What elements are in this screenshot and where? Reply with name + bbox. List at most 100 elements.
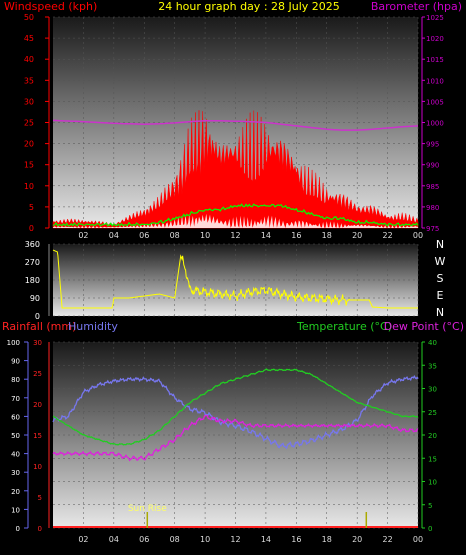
rain-tick-label: 15: [33, 432, 42, 440]
baro-tick-label: 980: [426, 204, 439, 212]
time-tick-label: 08: [170, 535, 180, 544]
temperature-tick-label: 40: [428, 339, 437, 347]
direction-tick-label: 180: [25, 276, 40, 285]
dewpoint-line: [52, 414, 419, 462]
time-tick-label: 16: [291, 535, 301, 544]
direction-tick-label: 270: [25, 258, 40, 267]
direction-tick-label: 0: [35, 312, 40, 321]
wind-tick-label: 45: [24, 34, 34, 43]
rain-tick-label: 30: [33, 339, 42, 347]
temperature-tick-label: 30: [428, 386, 437, 394]
humidity-tick-label: 90: [11, 358, 20, 366]
graph-title: 24 hour graph day : 28 July 2025: [158, 0, 340, 13]
time-tick-label: 06: [139, 535, 149, 544]
humidity-tick-label: 80: [11, 376, 20, 384]
time-tick-label: 12: [230, 231, 240, 240]
time-tick-label: 10: [200, 231, 210, 240]
time-tick-label: 02: [78, 231, 88, 240]
temperature-tick-label: 10: [428, 479, 437, 487]
wind-tick-label: 15: [24, 161, 34, 170]
wind-tick-label: 40: [24, 55, 34, 64]
direction-tick-label: 90: [30, 294, 40, 303]
wind-tick-label: 30: [24, 97, 34, 106]
compass-label: N: [436, 306, 444, 319]
time-tick-label: 18: [322, 535, 332, 544]
time-tick-label: 10: [200, 535, 210, 544]
temperature-tick-label: 5: [428, 502, 432, 510]
time-tick-label: 08: [170, 231, 180, 240]
baro-tick-label: 1015: [426, 56, 444, 64]
time-tick-label: 14: [261, 231, 271, 240]
rainfall-legend: Rainfall (mm): [2, 320, 76, 333]
humidity-tick-label: 50: [11, 432, 20, 440]
humidity-legend: Humidity: [68, 320, 118, 333]
humidity-tick-label: 40: [11, 451, 20, 459]
baro-tick-label: 995: [426, 141, 439, 149]
wind-tick-label: 5: [29, 203, 34, 212]
compass-label: S: [437, 272, 444, 285]
time-tick-label: 22: [382, 535, 392, 544]
time-tick-label: 22: [382, 231, 392, 240]
time-tick-label: 12: [230, 535, 240, 544]
time-tick-label: 00: [413, 231, 423, 240]
humidity-tick-label: 30: [11, 469, 20, 477]
rain-tick-label: 0: [38, 525, 42, 533]
compass-label: W: [435, 255, 446, 268]
baro-tick-label: 1000: [426, 120, 444, 128]
wind-tick-label: 20: [24, 140, 34, 149]
time-tick-label: 04: [109, 231, 119, 240]
compass-label: E: [437, 289, 444, 302]
temperature-tick-label: 25: [428, 409, 437, 417]
sunrise-annotation: Sun Rise: [128, 504, 167, 514]
time-tick-label: 06: [139, 231, 149, 240]
baro-tick-label: 990: [426, 162, 439, 170]
windspeed-axis-title: Windspeed (kph): [4, 0, 97, 13]
wind-average-line: [52, 203, 419, 227]
wind-direction-line: [52, 249, 418, 309]
dewpoint-legend: Dew Point (°C): [384, 320, 464, 333]
temperature-tick-label: 15: [428, 455, 437, 463]
temperature-legend: Temperature (°C): [296, 320, 392, 333]
direction-tick-label: 360: [25, 240, 40, 249]
time-tick-label: 00: [413, 535, 423, 544]
rain-tick-label: 20: [33, 401, 42, 409]
humidity-tick-label: 20: [11, 488, 20, 496]
humidity-tick-label: 10: [11, 506, 20, 514]
baro-tick-label: 1020: [426, 35, 444, 43]
baro-tick-label: 1025: [426, 14, 444, 22]
barometer-axis-title: Barometer (hpa): [371, 0, 462, 13]
rain-tick-label: 25: [33, 370, 42, 378]
wind-tick-label: 35: [24, 76, 34, 85]
time-tick-label: 14: [261, 535, 271, 544]
time-tick-label: 04: [109, 535, 119, 544]
humidity-tick-label: 100: [7, 339, 20, 347]
time-tick-label: 02: [78, 535, 88, 544]
barometer-line: [52, 119, 419, 131]
compass-label: N: [436, 238, 444, 251]
humidity-tick-label: 60: [11, 413, 20, 421]
baro-tick-label: 1005: [426, 98, 444, 106]
wind-tick-label: 0: [29, 224, 34, 233]
temperature-line: [52, 368, 419, 446]
time-tick-label: 20: [352, 535, 362, 544]
temperature-tick-label: 35: [428, 362, 437, 370]
rain-tick-label: 5: [38, 494, 42, 502]
temperature-panel: 0 10 20 30 40 50 60 70 80 90 100 0 5 10 15 20 25 30 0 5 10…: [7, 339, 437, 544]
temperature-tick-label: 0: [428, 525, 432, 533]
baro-tick-label: 985: [426, 183, 439, 191]
rain-tick-label: 10: [33, 463, 42, 471]
temperature-tick-label: 20: [428, 432, 437, 440]
baro-tick-label: 975: [426, 225, 439, 233]
wind-tick-label: 50: [24, 13, 34, 22]
baro-tick-label: 1010: [426, 77, 444, 85]
humidity-line: [52, 375, 419, 450]
time-tick-label: 20: [352, 231, 362, 240]
time-tick-label: 16: [291, 231, 301, 240]
time-tick-label: 18: [322, 231, 332, 240]
humidity-tick-label: 0: [16, 525, 20, 533]
wind-tick-label: 25: [24, 119, 34, 128]
wind-tick-label: 10: [24, 182, 34, 191]
